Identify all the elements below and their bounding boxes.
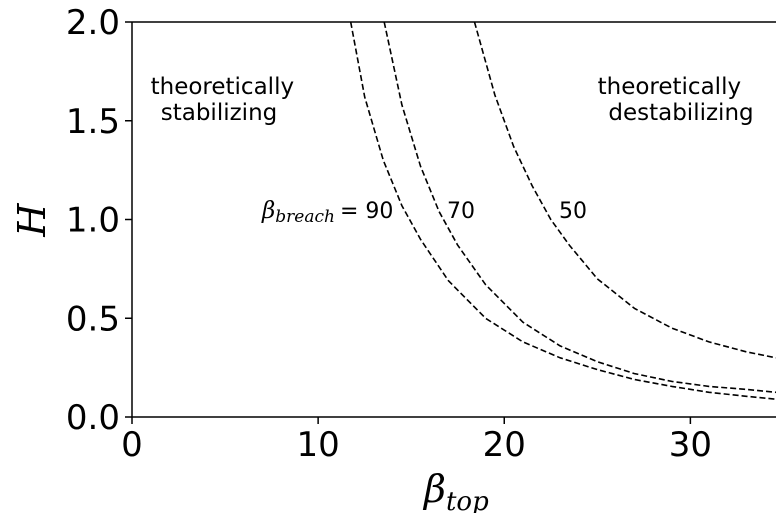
x-tick-label: 10 (296, 425, 339, 465)
series-line-70 (383, 21, 776, 394)
curve-label-70: 70 (447, 199, 475, 224)
y-tick-label: 0.5 (66, 299, 120, 339)
destabilizing-annotation-line-2: destabilizing (608, 100, 753, 126)
curve-label-50: 50 (559, 199, 587, 224)
y-tick-label: 1.5 (66, 102, 120, 142)
y-tick-label: 1.0 (66, 201, 120, 241)
curve-label-subscript: breach (275, 207, 335, 227)
y-tick-label: 0.0 (66, 398, 120, 438)
x-tick-label: 20 (483, 425, 526, 465)
x-axis-title-symbol: β (422, 467, 446, 511)
stabilizing-annotation-line-2: stabilizing (161, 100, 278, 126)
x-axis-title-subscript: top (446, 487, 489, 513)
stabilizing-annotation: theoretically stabilizing (151, 74, 302, 126)
y-ticks: 0.0 0.5 1.0 1.5 2.0 (66, 3, 132, 438)
curve-label-symbol: β (261, 198, 275, 224)
x-axis-title: βtop (422, 467, 489, 513)
series-lines (349, 21, 776, 400)
curve-label-90: βbreach = 90 (261, 198, 393, 227)
y-tick-label: 2.0 (66, 3, 120, 43)
x-tick-label: 0 (121, 425, 143, 465)
series-line-90 (349, 21, 776, 400)
y-axis-title: H (10, 203, 54, 238)
stabilizing-annotation-line-1: theoretically (151, 74, 294, 100)
curve-label-90-value: = 90 (340, 199, 393, 224)
destabilizing-annotation: theoretically destabilizing (598, 74, 754, 126)
destabilizing-annotation-line-1: theoretically (598, 74, 741, 100)
series-line-50 (473, 21, 776, 359)
x-tick-label: 30 (669, 425, 712, 465)
x-ticks: 0 10 20 30 (121, 417, 712, 465)
